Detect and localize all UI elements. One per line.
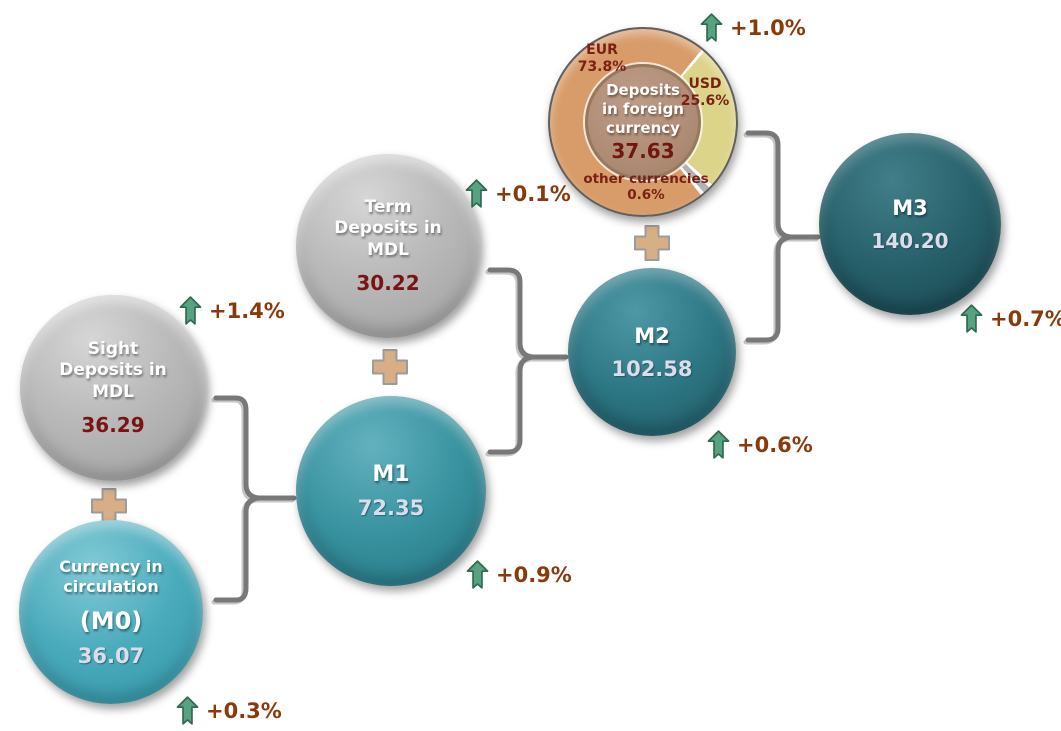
pie-usd-pct: 25.6% [680,92,730,109]
m2-value: 102.58 [611,356,693,381]
m3-value: 140.20 [871,228,949,253]
m3-node: M3 140.20 [819,133,1001,315]
foreign-deposits-label-line3: currency [606,118,680,137]
sight-deposits-node: Sight Deposits in MDL 36.29 [20,295,206,481]
m1-label: M1 [372,462,410,487]
foreign-currency-pie-chart: Deposits in foreign currency 37.63 [548,27,738,217]
m0-value: 36.07 [77,643,145,668]
term-deposits-node: Term Deposits in MDL 30.22 [296,154,480,338]
brace-m3-icon [743,130,821,345]
change-m3-text: +0.7% [990,306,1061,331]
m2-label: M2 [634,323,670,348]
sight-line2: Deposits in [59,360,167,381]
change-sight-text: +1.4% [209,298,285,323]
brace-m1-icon [211,395,297,605]
plus-icon-m0-sight [91,488,127,524]
change-badge-m2: +0.6% [707,430,813,459]
foreign-deposits-label-line2: in foreign [601,100,684,119]
up-arrow-icon [960,304,983,333]
up-arrow-icon [700,13,723,42]
term-line2: Deposits in [334,218,442,239]
m3-label: M3 [892,195,928,220]
m2-node: M2 102.58 [568,268,736,436]
foreign-deposits-node: Deposits in foreign currency 37.63 [585,64,701,180]
change-badge-m1: +0.9% [466,560,572,589]
up-arrow-icon [465,179,488,208]
up-arrow-icon [176,696,199,725]
change-badge-m3: +0.7% [960,304,1061,333]
plus-icon-term-m1 [372,349,408,385]
term-line3: MDL [367,239,409,260]
up-arrow-icon [707,430,730,459]
change-badge-m0: +0.3% [176,696,282,725]
change-m1-text: +0.9% [496,562,572,587]
pie-eur-pct: 73.8% [577,58,627,75]
change-m0-text: +0.3% [206,698,282,723]
sight-line3: MDL [92,381,134,402]
pie-eur-name: EUR [586,42,618,58]
brace-m2-icon [485,267,569,457]
foreign-deposits-label-line1: Deposits [606,81,680,100]
pie-other-name: other currencies [583,171,709,187]
m0-line1: Currency in [59,556,163,576]
sight-deposits-value: 36.29 [81,412,145,437]
m1-value: 72.35 [357,496,425,520]
m0-code: (M0) [79,606,143,635]
pie-slice-label-usd: USD 25.6% [666,76,744,110]
term-deposits-value: 30.22 [356,270,420,295]
sight-deposits-label: Sight Deposits in MDL [59,339,167,403]
change-m2-text: +0.6% [737,432,813,457]
m1-node: M1 72.35 [296,396,486,586]
term-deposits-label: Term Deposits in MDL [334,197,442,261]
pie-slice-label-eur: EUR 73.8% [556,42,648,76]
change-badge-term: +0.1% [465,179,571,208]
currency-m0-label: Currency in circulation [59,557,163,597]
foreign-deposits-value: 37.63 [611,138,675,163]
pie-usd-name: USD [688,76,722,92]
term-line1: Term [364,197,412,218]
change-badge-foreign: +1.0% [700,13,806,42]
sight-line1: Sight [87,339,139,360]
plus-icon-foreign-m2 [634,225,670,261]
m0-line2: circulation [63,576,159,596]
pie-other-pct: 0.6% [627,187,665,204]
change-badge-sight: +1.4% [179,296,285,325]
currency-m0-node: Currency in circulation (M0) 36.07 [19,520,203,704]
pie-slice-label-other: other currencies 0.6% [561,171,731,203]
change-term-text: +0.1% [495,181,571,206]
up-arrow-icon [466,560,489,589]
up-arrow-icon [179,296,202,325]
change-foreign-text: +1.0% [730,15,806,40]
